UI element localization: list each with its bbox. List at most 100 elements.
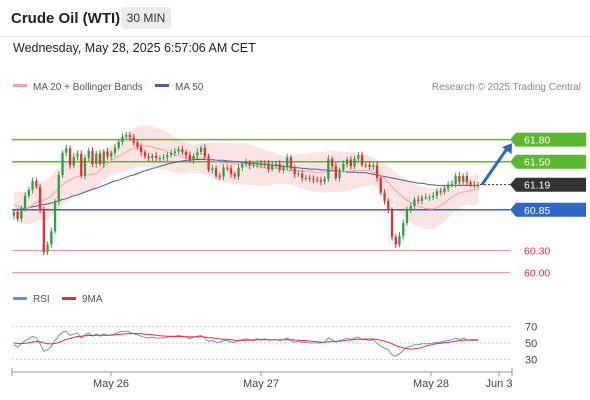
candle-body xyxy=(31,181,34,190)
candle-body xyxy=(72,156,75,166)
candle-body xyxy=(289,157,293,169)
ma50-legend-label: MA 50 xyxy=(175,82,204,93)
candle-body xyxy=(278,164,281,170)
rsi-panel: 70 50 30 xyxy=(12,321,537,367)
candle-body xyxy=(413,199,416,207)
candle-body xyxy=(379,178,382,193)
candle-body xyxy=(42,209,45,252)
candle-body xyxy=(188,155,191,161)
candle-body xyxy=(233,174,236,177)
candle-body xyxy=(222,167,225,177)
level-tag-box xyxy=(510,132,586,147)
candle-body xyxy=(345,159,349,164)
candle-body xyxy=(117,141,120,148)
level-tag-label: 61.80 xyxy=(524,135,550,147)
projection-arrow-shaft xyxy=(480,146,510,186)
candle-body xyxy=(181,149,184,153)
candle-body xyxy=(76,153,79,157)
candle-body xyxy=(158,158,161,159)
candle-body xyxy=(166,155,169,158)
candle-body xyxy=(27,189,30,196)
candle-body xyxy=(304,178,307,179)
rsi-tick-70: 70 xyxy=(525,321,537,333)
candle-body xyxy=(121,136,124,142)
ma20-legend-label: MA 20 + Bollinger Bands xyxy=(33,82,143,93)
level-tag-label: 61.50 xyxy=(524,157,550,169)
candle-body xyxy=(50,231,53,245)
candle-body xyxy=(237,167,240,177)
rsi-line xyxy=(13,330,479,357)
candle-body xyxy=(106,151,109,157)
candle-body xyxy=(259,163,263,165)
candle-body xyxy=(229,168,233,175)
candle-body xyxy=(102,151,105,164)
level-tag-box xyxy=(510,202,586,217)
rsi-tick-30: 30 xyxy=(525,355,537,367)
candle-body xyxy=(447,184,450,189)
candle-body xyxy=(65,148,68,153)
candle-body xyxy=(308,178,311,179)
candle-body xyxy=(83,158,87,176)
candle-body xyxy=(35,181,38,187)
candle-body xyxy=(113,147,117,153)
candle-body xyxy=(398,235,401,245)
candle-body xyxy=(394,237,397,245)
candle-body xyxy=(252,164,255,166)
candle-body xyxy=(173,151,176,153)
candle-body xyxy=(387,200,390,211)
candle-body xyxy=(196,152,199,156)
time-tick-label: May 27 xyxy=(243,378,279,390)
candle-body xyxy=(68,148,72,166)
candle-body xyxy=(218,175,221,177)
candle-body xyxy=(293,168,296,175)
candle-body xyxy=(405,209,409,224)
level-tag-box xyxy=(510,177,586,192)
candle-body xyxy=(12,212,15,216)
candle-body xyxy=(282,166,285,170)
candle-body xyxy=(375,165,379,178)
candle-body xyxy=(428,197,431,199)
candle-body xyxy=(364,164,367,166)
timeframe-badge[interactable]: 30 MIN xyxy=(121,7,171,29)
candle-body xyxy=(353,158,356,167)
ma20-legend-swatch xyxy=(13,84,27,87)
candle-body xyxy=(241,164,244,168)
candle-body xyxy=(46,244,49,252)
candle-body xyxy=(454,175,457,184)
candle-body xyxy=(450,183,454,185)
time-tick-label: May 26 xyxy=(93,378,129,390)
candle-body xyxy=(297,173,300,175)
candle-body xyxy=(301,173,304,178)
level-tag-60-00: 60.00 xyxy=(524,268,550,280)
candle-body xyxy=(143,152,147,157)
candle-body xyxy=(23,195,27,209)
candle-body xyxy=(80,153,83,176)
level-tag-61-19: 61.19 xyxy=(510,177,586,192)
candle-body xyxy=(477,184,480,186)
level-tag-60-85: 60.85 xyxy=(510,202,586,217)
candle-body xyxy=(128,135,132,138)
candle-body xyxy=(342,164,345,170)
candle-body xyxy=(372,165,375,167)
candle-body xyxy=(203,147,206,157)
candle-body xyxy=(170,152,173,156)
candle-body xyxy=(323,178,326,182)
candle-body xyxy=(192,155,195,161)
candle-body xyxy=(91,150,94,164)
candle-body xyxy=(199,147,203,153)
candle-body xyxy=(256,163,259,165)
candle-body xyxy=(402,223,405,236)
time-tick-label: May 28 xyxy=(413,378,449,390)
level-tag-label: 60.85 xyxy=(524,205,550,217)
candle-body xyxy=(16,212,19,219)
candle-body xyxy=(226,167,229,169)
candle-body xyxy=(267,163,270,170)
candle-body xyxy=(286,157,289,167)
candle-body xyxy=(38,186,42,210)
candle-body xyxy=(338,169,341,178)
candle-body xyxy=(136,142,139,147)
candle-body xyxy=(417,199,420,201)
candle-body xyxy=(360,155,364,165)
candle-body xyxy=(98,153,102,164)
